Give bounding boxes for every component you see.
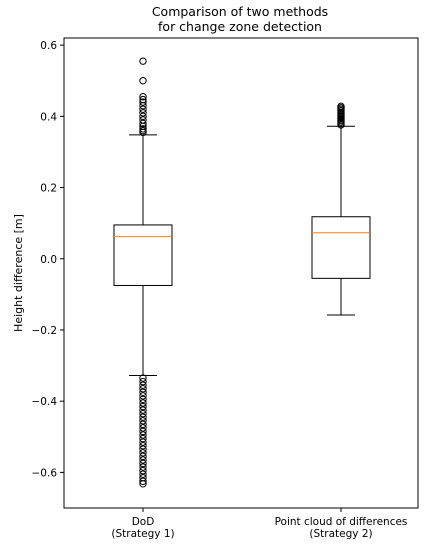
outlier-point bbox=[139, 57, 147, 65]
y-tick-label: 0.0 bbox=[40, 254, 57, 266]
plot-area-frame bbox=[63, 37, 419, 509]
outlier-point bbox=[139, 374, 147, 382]
x-tick-label: DoD bbox=[132, 516, 155, 528]
outlier-point bbox=[139, 480, 147, 488]
outlier-point bbox=[139, 116, 147, 124]
outlier-point bbox=[139, 449, 147, 457]
outlier-point bbox=[337, 102, 345, 111]
outlier-point bbox=[139, 95, 147, 104]
outlier-point bbox=[139, 402, 147, 411]
y-tick-label: 0.6 bbox=[40, 40, 57, 52]
outlier-point bbox=[139, 377, 147, 386]
outlier-point bbox=[139, 463, 147, 471]
outlier-point bbox=[139, 93, 147, 101]
y-tick-label: 0.4 bbox=[40, 111, 57, 123]
outlier-point bbox=[139, 406, 147, 414]
outlier-point bbox=[139, 409, 147, 418]
outlier-point bbox=[139, 109, 147, 117]
chart-title-line-1: Comparison of two methods bbox=[152, 4, 328, 19]
x-axis: DoD(Strategy 1) Point cloud of difference… bbox=[111, 508, 407, 540]
outlier-point bbox=[139, 441, 147, 450]
outlier-point bbox=[139, 452, 147, 461]
outlier-point bbox=[139, 417, 147, 425]
outlier-point bbox=[139, 434, 147, 443]
outlier-point bbox=[139, 420, 147, 429]
outlier-point bbox=[139, 112, 147, 121]
box-plot-item bbox=[113, 57, 173, 488]
box-plot-item bbox=[311, 102, 371, 316]
outlier-point bbox=[139, 477, 147, 485]
y-tick-label: 0.2 bbox=[40, 183, 57, 195]
outlier-point bbox=[139, 470, 147, 478]
outlier-point bbox=[139, 438, 147, 446]
x-tick-label: (Strategy 1) bbox=[111, 528, 174, 540]
outlier-point bbox=[139, 388, 147, 396]
chart-title: Comparison of two methods for change zon… bbox=[152, 4, 328, 34]
x-tick-label: Point cloud of differences bbox=[275, 516, 408, 528]
outlier-point bbox=[139, 413, 147, 421]
box-series bbox=[113, 57, 371, 488]
y-axis-label: Height difference [m] bbox=[12, 214, 25, 332]
outlier-point bbox=[139, 431, 147, 439]
outlier-point bbox=[139, 445, 147, 453]
outlier-point bbox=[139, 399, 147, 407]
y-tick-label: −0.4 bbox=[32, 396, 58, 408]
outlier-point bbox=[139, 119, 147, 128]
y-tick-label: −0.6 bbox=[32, 467, 58, 479]
outlier-point bbox=[139, 98, 147, 106]
outlier-point bbox=[139, 427, 147, 436]
outlier-point bbox=[139, 424, 147, 432]
outlier-point bbox=[139, 105, 147, 113]
chart-title-line-2: for change zone detection bbox=[158, 19, 322, 34]
outlier-point bbox=[139, 381, 147, 389]
outlier-point bbox=[139, 77, 147, 85]
outlier-point bbox=[139, 385, 147, 393]
outlier-point bbox=[139, 395, 147, 404]
iqr-box bbox=[311, 216, 371, 279]
y-axis: −0.6 −0.4 −0.2 0.0 0.2 0.4 0.6 bbox=[32, 40, 64, 479]
y-tick-label: −0.2 bbox=[32, 325, 58, 337]
outlier-point bbox=[139, 125, 147, 133]
x-tick-label: (Strategy 2) bbox=[309, 528, 372, 540]
outlier-point bbox=[139, 392, 147, 400]
outlier-point bbox=[139, 466, 147, 475]
outlier-point bbox=[139, 456, 147, 464]
outlier-point bbox=[139, 459, 147, 468]
iqr-box bbox=[113, 224, 173, 286]
